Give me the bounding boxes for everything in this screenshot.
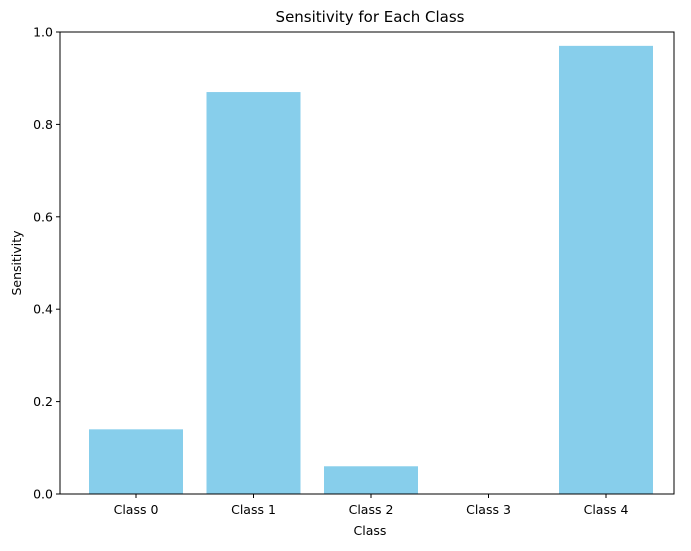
y-tick-label: 0.4 [33,302,53,317]
bar-class-1 [206,92,301,494]
x-tick-label: Class 3 [466,502,511,517]
y-axis-ticks: 0.0 0.2 0.4 0.6 0.8 1.0 [33,25,60,502]
x-tick-label: Class 1 [231,502,276,517]
bar-class-2 [324,466,418,494]
x-tick-label: Class 4 [584,502,629,517]
x-tick-label: Class 0 [114,502,159,517]
y-tick-label: 0.0 [33,487,53,502]
y-tick-label: 0.8 [33,117,53,132]
y-tick-label: 1.0 [33,25,53,40]
y-axis-label: Sensitivity [9,230,24,296]
x-tick-label: Class 2 [349,502,394,517]
bars-layer [89,45,653,495]
bar-class-4 [559,45,653,495]
chart-title: Sensitivity for Each Class [276,8,465,26]
y-tick-label: 0.6 [33,209,53,224]
x-axis-label: Class [354,523,387,538]
bar-class-0 [89,429,183,494]
x-axis-ticks: Class 0 Class 1 Class 2 Class 3 Class 4 [114,494,629,517]
y-tick-label: 0.2 [33,394,53,409]
plot-frame [59,31,675,495]
